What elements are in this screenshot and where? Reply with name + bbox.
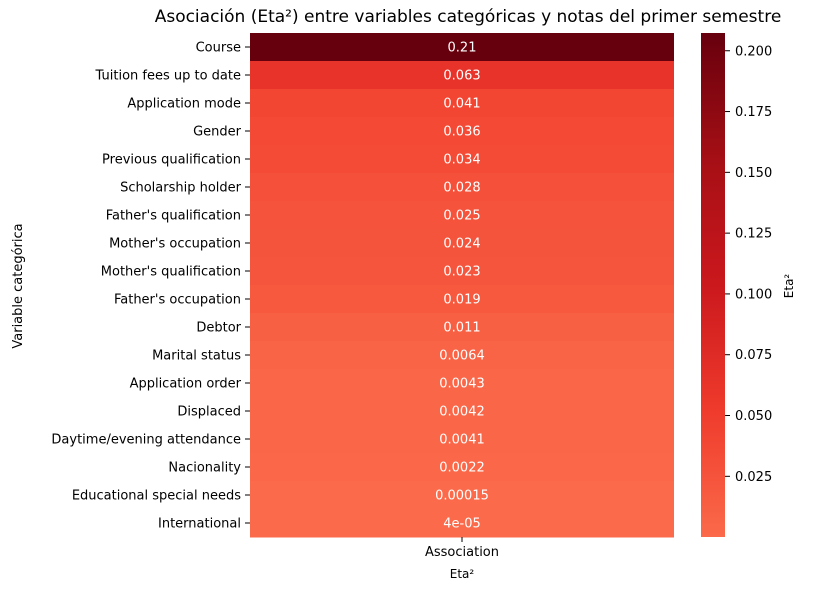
y-tick-label: Nacionality (168, 461, 241, 476)
y-tick-label: Mother's qualification (101, 265, 241, 280)
y-tick-label: Displaced (177, 405, 241, 420)
y-tick-label: Mother's occupation (109, 237, 241, 252)
heatmap-cell (250, 453, 674, 482)
y-tick-label: Daytime/evening attendance (51, 433, 241, 448)
cell-annotations: 0.21 0.063 0.041 0.036 0.034 0.028 0.025 0.024 0… (435, 41, 489, 532)
cell-annotation: 0.011 (443, 321, 480, 336)
heatmap-cell (250, 481, 674, 510)
cell-annotation: 0.025 (443, 209, 480, 224)
y-axis-label: Variable categórica (11, 223, 26, 348)
heatmap-cells (250, 33, 674, 538)
colorbar-tick-label: 0.175 (735, 105, 772, 120)
heatmap-cell (250, 173, 674, 202)
y-tick-label: Marital status (152, 349, 241, 364)
cell-annotation: 0.21 (448, 41, 477, 56)
y-tick-label: International (158, 517, 241, 532)
y-tick-label: Course (196, 41, 241, 56)
cell-annotation: 0.0022 (439, 461, 485, 476)
x-axis-label: Eta² (450, 567, 475, 581)
cell-annotation: 0.0043 (439, 377, 485, 392)
cell-annotation: 4e-05 (443, 517, 481, 532)
cell-annotation: 0.036 (443, 125, 480, 140)
heatmap-cell (250, 425, 674, 454)
heatmap-cell (250, 369, 674, 398)
cell-annotation: 0.0042 (439, 405, 485, 420)
cell-annotation: 0.0064 (439, 349, 485, 364)
heatmap-cell (250, 117, 674, 146)
y-tick-label: Father's occupation (114, 293, 241, 308)
heatmap-cell (250, 201, 674, 230)
colorbar-tick-label: 0.025 (735, 470, 772, 485)
cell-annotation: 0.00015 (435, 489, 489, 504)
heatmap-cell (250, 61, 674, 90)
y-tick-label: Application order (130, 377, 242, 392)
cell-annotation: 0.041 (443, 97, 480, 112)
y-tick-label: Scholarship holder (120, 181, 242, 196)
colorbar-label: Eta² (782, 274, 796, 299)
heatmap-cell (250, 397, 674, 426)
y-tick-label: Gender (193, 125, 242, 140)
heatmap-cell (250, 229, 674, 258)
cell-annotation: 0.023 (443, 265, 480, 280)
y-tick-label: Previous qualification (102, 153, 241, 168)
y-tick-label: Debtor (196, 321, 241, 336)
y-tick-label: Father's qualification (106, 209, 241, 224)
colorbar-tick-label: 0.100 (735, 287, 772, 302)
cell-annotation: 0.019 (443, 293, 480, 308)
cell-annotation: 0.024 (443, 237, 480, 252)
heatmap-cell (250, 285, 674, 314)
y-tick-label: Educational special needs (72, 489, 241, 504)
y-tick-label: Application mode (127, 97, 241, 112)
heatmap-cell (250, 257, 674, 286)
heatmap-cell (250, 145, 674, 174)
cell-annotation: 0.0041 (439, 433, 485, 448)
heatmap-cell (250, 313, 674, 342)
colorbar (701, 33, 725, 537)
colorbar-tick-label: 0.125 (735, 227, 772, 242)
heatmap-cell (250, 33, 674, 62)
y-tick-label: Tuition fees up to date (95, 69, 241, 84)
cell-annotation: 0.063 (443, 69, 480, 84)
heatmap-cell (250, 341, 674, 370)
heatmap-cell (250, 509, 674, 538)
colorbar-tick-label: 0.200 (735, 44, 772, 59)
colorbar-tick-label: 0.050 (735, 409, 772, 424)
x-axis-ticks: Association (425, 537, 499, 560)
chart-title: Asociación (Eta²) entre variables categó… (155, 7, 782, 27)
colorbar-ticks: 0.025 0.050 0.075 0.100 0.125 0.150 0.175 0.200 (725, 44, 772, 485)
colorbar-tick-label: 0.075 (735, 348, 772, 363)
heatmap-cell (250, 89, 674, 118)
x-tick-label: Association (425, 545, 499, 560)
y-axis-ticks: Course Tuition fees up to date Application… (51, 41, 250, 532)
colorbar-tick-label: 0.150 (735, 166, 772, 181)
cell-annotation: 0.034 (443, 153, 480, 168)
cell-annotation: 0.028 (443, 181, 480, 196)
